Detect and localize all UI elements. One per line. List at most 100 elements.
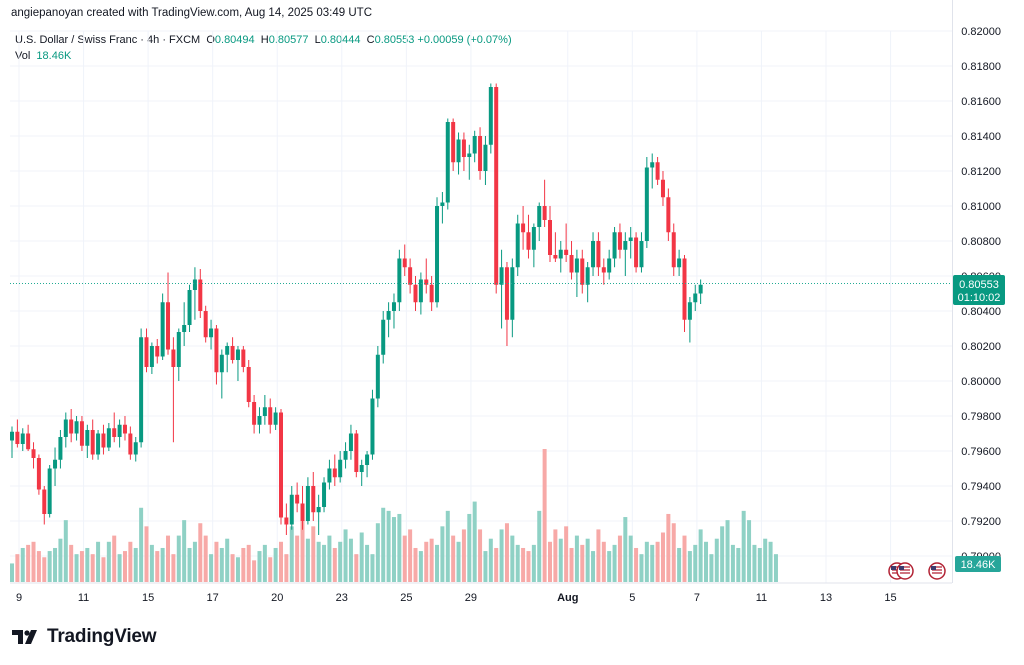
candle bbox=[553, 232, 558, 262]
volume-bar bbox=[650, 544, 655, 582]
candle bbox=[36, 454, 41, 495]
volume-tag: 18.46K bbox=[955, 556, 1001, 572]
candle bbox=[79, 416, 84, 451]
volume-bar bbox=[53, 547, 58, 582]
price-tick-label: 0.79200 bbox=[961, 516, 1001, 528]
time-tick-label: 11 bbox=[78, 592, 89, 604]
candle bbox=[451, 118, 456, 171]
volume-bar bbox=[773, 554, 778, 582]
candle bbox=[42, 486, 47, 525]
volume-bar bbox=[461, 529, 466, 582]
volume-bar bbox=[192, 541, 197, 582]
candle bbox=[257, 407, 262, 434]
volume-bar bbox=[521, 547, 526, 582]
volume-bar bbox=[289, 526, 294, 582]
candle bbox=[483, 136, 488, 185]
volume-bar bbox=[359, 532, 364, 582]
volume-bar bbox=[85, 547, 90, 582]
volume-bar bbox=[720, 526, 725, 582]
volume-bar bbox=[279, 541, 283, 582]
candle bbox=[246, 360, 251, 408]
volume-bar bbox=[499, 529, 504, 582]
price-tick-label: 0.80000 bbox=[961, 376, 1001, 388]
candle bbox=[585, 262, 590, 303]
economic-events bbox=[888, 562, 946, 580]
candle bbox=[219, 349, 224, 399]
volume-bar bbox=[402, 535, 407, 582]
candle bbox=[628, 227, 633, 259]
candle bbox=[155, 339, 160, 364]
candle bbox=[149, 342, 154, 374]
time-tick-label: 13 bbox=[820, 592, 832, 604]
volume-bar bbox=[483, 551, 488, 582]
candle bbox=[607, 249, 612, 280]
candle bbox=[268, 398, 273, 434]
volume-bar bbox=[542, 449, 547, 582]
tradingview-logo[interactable]: TradingView bbox=[11, 626, 157, 648]
candle bbox=[230, 337, 235, 364]
volume-bar bbox=[230, 554, 235, 582]
candle bbox=[569, 241, 574, 280]
candle bbox=[687, 297, 692, 343]
event-flag-icon[interactable] bbox=[896, 562, 914, 580]
volume-bar bbox=[440, 526, 445, 582]
candle bbox=[617, 223, 622, 259]
volume-bar bbox=[198, 523, 203, 582]
volume-bar bbox=[101, 557, 106, 582]
volume-bar bbox=[644, 541, 649, 582]
legend-ohlc-row: U.S. Dollar / Swiss Franc · 4h · FXCM O0… bbox=[15, 32, 512, 48]
volume-bar bbox=[327, 535, 332, 582]
volume-bar bbox=[634, 547, 639, 582]
tradingview-logo-icon bbox=[12, 630, 37, 644]
volume-bar bbox=[445, 510, 450, 582]
candle bbox=[26, 424, 31, 451]
candle bbox=[644, 157, 649, 248]
open-value: 0.80494 bbox=[214, 34, 255, 46]
candle bbox=[456, 132, 461, 175]
candle bbox=[375, 346, 380, 408]
price-tick-label: 0.80800 bbox=[961, 236, 1001, 248]
time-tick-label: 15 bbox=[884, 592, 896, 604]
candle bbox=[440, 192, 445, 224]
volume-bar bbox=[128, 541, 133, 582]
price-tick-label: 0.79600 bbox=[961, 446, 1001, 458]
bar-countdown: 01:10:02 bbox=[958, 292, 1001, 304]
volume-bar bbox=[639, 554, 644, 582]
volume-bar bbox=[58, 538, 63, 582]
volume-bar bbox=[585, 538, 590, 582]
volume-bar bbox=[472, 501, 477, 582]
candle bbox=[574, 249, 579, 297]
candle bbox=[316, 494, 321, 535]
candles bbox=[10, 83, 703, 535]
volume-bar bbox=[214, 541, 219, 582]
volume-bar bbox=[591, 551, 596, 582]
volume-bar bbox=[741, 510, 746, 582]
event-flag-icon[interactable] bbox=[928, 562, 946, 580]
candle bbox=[203, 305, 208, 343]
volume-bar bbox=[257, 551, 262, 582]
candle bbox=[139, 328, 144, 448]
candle bbox=[623, 232, 628, 276]
volume-bar bbox=[747, 520, 752, 582]
candle bbox=[101, 424, 106, 455]
time-tick-label: 7 bbox=[694, 592, 700, 604]
volume-bar bbox=[725, 520, 730, 582]
volume-bar bbox=[155, 551, 160, 582]
volume-bar bbox=[246, 544, 251, 582]
symbol-title[interactable]: U.S. Dollar / Swiss Franc · 4h · FXCM bbox=[15, 34, 201, 46]
volume-bar bbox=[596, 529, 601, 582]
volume-bar bbox=[235, 557, 240, 582]
volume-bar bbox=[752, 544, 757, 582]
candle bbox=[279, 409, 283, 525]
volume-bar bbox=[763, 538, 768, 582]
price-tick-label: 0.81200 bbox=[961, 166, 1001, 178]
volume-bar bbox=[478, 529, 483, 582]
candle bbox=[650, 153, 655, 189]
candle bbox=[112, 412, 117, 443]
candle bbox=[488, 83, 493, 154]
volume-bar bbox=[467, 513, 472, 582]
candle bbox=[289, 486, 294, 530]
candle bbox=[305, 477, 310, 525]
volume-bar bbox=[225, 538, 230, 582]
